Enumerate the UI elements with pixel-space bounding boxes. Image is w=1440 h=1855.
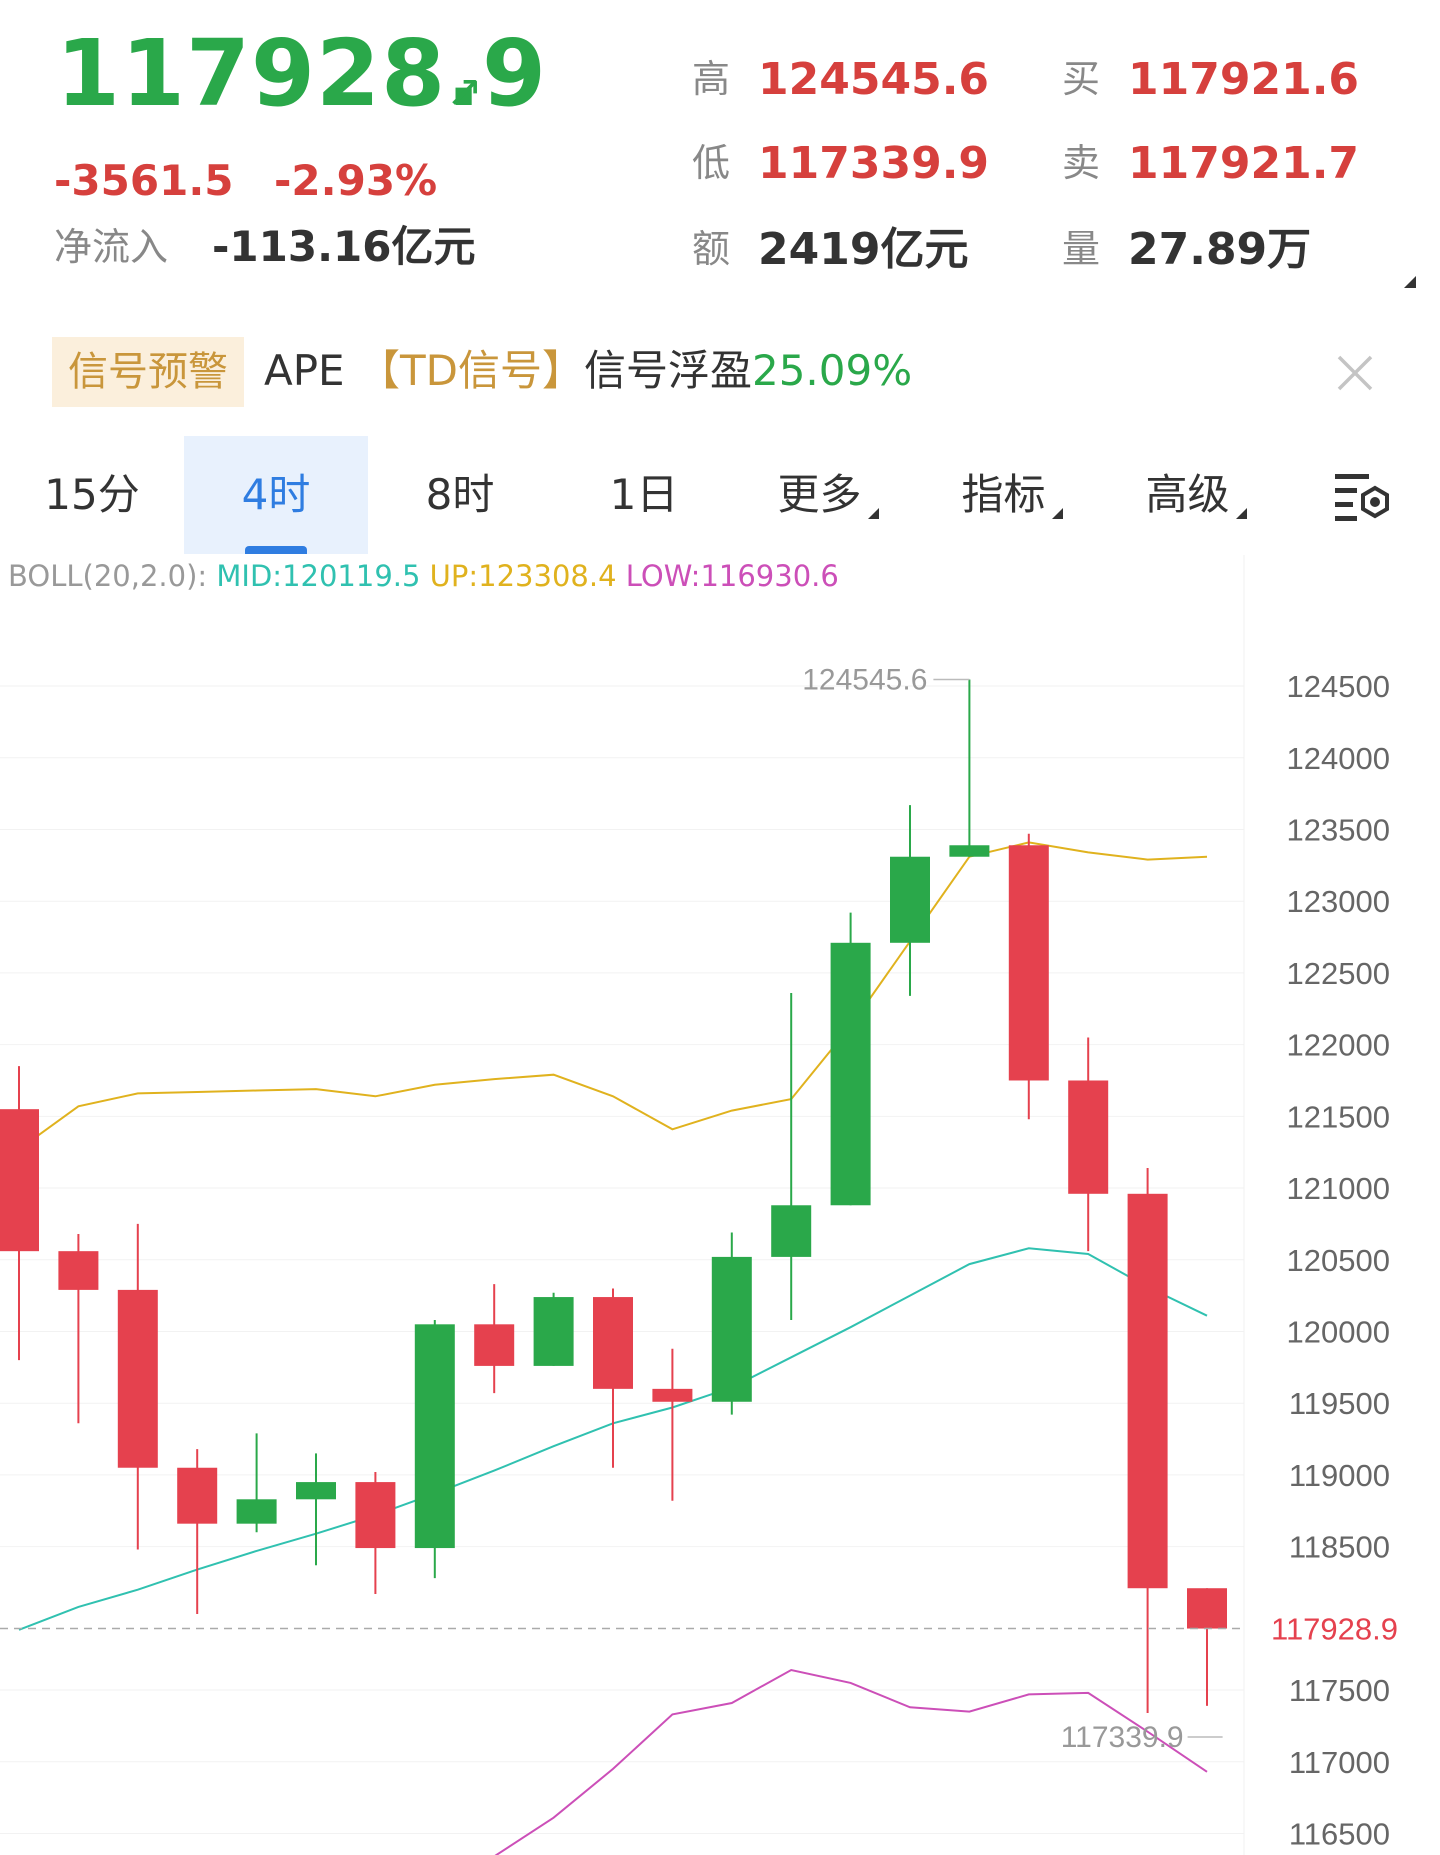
candle-body <box>711 1256 752 1402</box>
candle-body <box>58 1251 99 1290</box>
candle-body <box>890 856 930 943</box>
dropdown-triangle-icon <box>1051 508 1063 519</box>
y-tick-label: 120500 <box>1287 1243 1390 1278</box>
ask-value: 117921.7 <box>1128 138 1360 189</box>
y-tick-label: 121500 <box>1287 1099 1390 1134</box>
candle-body <box>474 1324 515 1366</box>
bid-value: 117921.6 <box>1128 54 1360 105</box>
candle-body <box>533 1297 574 1366</box>
tab-label: 8时 <box>425 470 495 519</box>
candlestick-chart[interactable]: 124500 124000 123500 123000 122500 122000 1215… <box>0 555 1440 1855</box>
candle-body <box>1068 1080 1109 1194</box>
net-inflow-label: 净流入 <box>54 225 169 269</box>
tab-label: 15分 <box>44 470 140 519</box>
amount-label: 额 <box>692 227 731 271</box>
candle-body <box>593 1297 633 1389</box>
y-tick-label: 116500 <box>1289 1816 1390 1851</box>
boll-lower-line <box>494 1668 1208 1855</box>
boll-up: UP:123308.4 <box>429 559 617 593</box>
tab-15min[interactable]: 15分 <box>0 436 184 554</box>
tab-label: 4时 <box>241 470 311 519</box>
candle-body <box>771 1205 812 1257</box>
y-tick-label: 119000 <box>1289 1458 1390 1493</box>
low-value: 117339.9 <box>758 138 990 189</box>
high-marker-label: 124545.6 <box>802 664 927 697</box>
candle-body <box>355 1482 396 1549</box>
dropdown-triangle-icon <box>867 508 879 519</box>
high-label: 高 <box>692 57 731 101</box>
trend-arrow-icon: ↗ <box>446 66 483 117</box>
boll-legend: BOLL(20,2.0): MID:120119.5 UP:123308.4 L… <box>8 562 839 591</box>
last-price: 117928.9 <box>56 20 548 127</box>
signal-profit-value: 25.09% <box>751 346 913 395</box>
dropdown-triangle-icon <box>1235 508 1247 519</box>
tab-8h[interactable]: 8时 <box>368 436 552 554</box>
low-label: 低 <box>692 141 731 185</box>
ask-label: 卖 <box>1062 141 1101 185</box>
candle-body <box>236 1499 277 1524</box>
tab-label: 高级 <box>1145 470 1230 519</box>
y-tick-label: 123500 <box>1287 812 1390 847</box>
signal-symbol: APE <box>264 346 345 395</box>
close-icon[interactable] <box>1330 348 1380 398</box>
candle-body <box>296 1482 336 1500</box>
bid-label: 买 <box>1062 57 1101 101</box>
volume-label: 量 <box>1062 227 1101 271</box>
y-tick-label: 122000 <box>1287 1028 1390 1063</box>
chart-settings-icon[interactable] <box>1333 470 1393 526</box>
tab-advanced[interactable]: 高级 <box>1104 436 1288 554</box>
high-value: 124545.6 <box>758 54 990 105</box>
last-price-label-bg <box>1250 1604 1440 1653</box>
price-change-percent: -2.93% <box>274 156 438 205</box>
candle-body <box>652 1388 693 1402</box>
signal-message[interactable]: APE 【TD信号】信号浮盈25.09% <box>264 350 912 392</box>
y-tick-label: 124500 <box>1287 669 1390 704</box>
tab-1d[interactable]: 1日 <box>552 436 736 554</box>
candle-body <box>949 845 990 857</box>
signal-tag: 【TD信号】 <box>357 346 584 395</box>
expand-triangle-icon[interactable] <box>1404 276 1416 288</box>
candle-body <box>1008 845 1049 1081</box>
price-change: -3561.5 <box>54 156 234 205</box>
boll-mid: MID:120119.5 <box>216 559 421 593</box>
y-tick-label: 117000 <box>1289 1745 1390 1780</box>
last-price-label: 117928.9 <box>1271 1612 1398 1647</box>
candle-body <box>177 1467 218 1524</box>
active-tab-indicator <box>245 546 307 554</box>
net-inflow-value: -113.16亿元 <box>212 222 476 271</box>
y-tick-label: 119500 <box>1289 1386 1390 1421</box>
tab-label: 指标 <box>961 470 1046 519</box>
y-tick-label: 120000 <box>1287 1314 1390 1349</box>
signal-profit-label: 信号浮盈 <box>583 346 752 395</box>
candle-body <box>414 1324 455 1549</box>
y-tick-label: 118500 <box>1289 1530 1390 1565</box>
tab-4h[interactable]: 4时 <box>184 436 368 554</box>
candle-body <box>0 1109 39 1252</box>
boll-low: LOW:116930.6 <box>625 559 839 593</box>
tab-label: 1日 <box>609 470 679 519</box>
boll-label: BOLL(20,2.0): <box>8 559 208 593</box>
timeframe-tabs: 15分 4时 8时 1日 更多 指标 高级 <box>0 436 1440 554</box>
tab-more[interactable]: 更多 <box>736 436 920 554</box>
y-tick-label: 122500 <box>1287 956 1390 991</box>
signal-alert-badge[interactable]: 信号预警 <box>52 337 244 407</box>
tab-label: 更多 <box>777 470 862 519</box>
candle-body <box>1187 1588 1227 1629</box>
candle-body <box>830 942 871 1206</box>
low-marker-label: 117339.9 <box>1061 1721 1184 1754</box>
y-tick-label: 121000 <box>1287 1171 1390 1206</box>
volume-value: 27.89万 <box>1128 224 1312 275</box>
tab-indicators[interactable]: 指标 <box>920 436 1104 554</box>
candle-body <box>117 1289 158 1468</box>
y-tick-label: 117500 <box>1289 1673 1390 1708</box>
y-tick-label: 124000 <box>1287 741 1390 776</box>
y-tick-label: 123000 <box>1287 884 1390 919</box>
amount-value: 2419亿元 <box>758 224 969 275</box>
candle-body <box>1127 1193 1168 1589</box>
